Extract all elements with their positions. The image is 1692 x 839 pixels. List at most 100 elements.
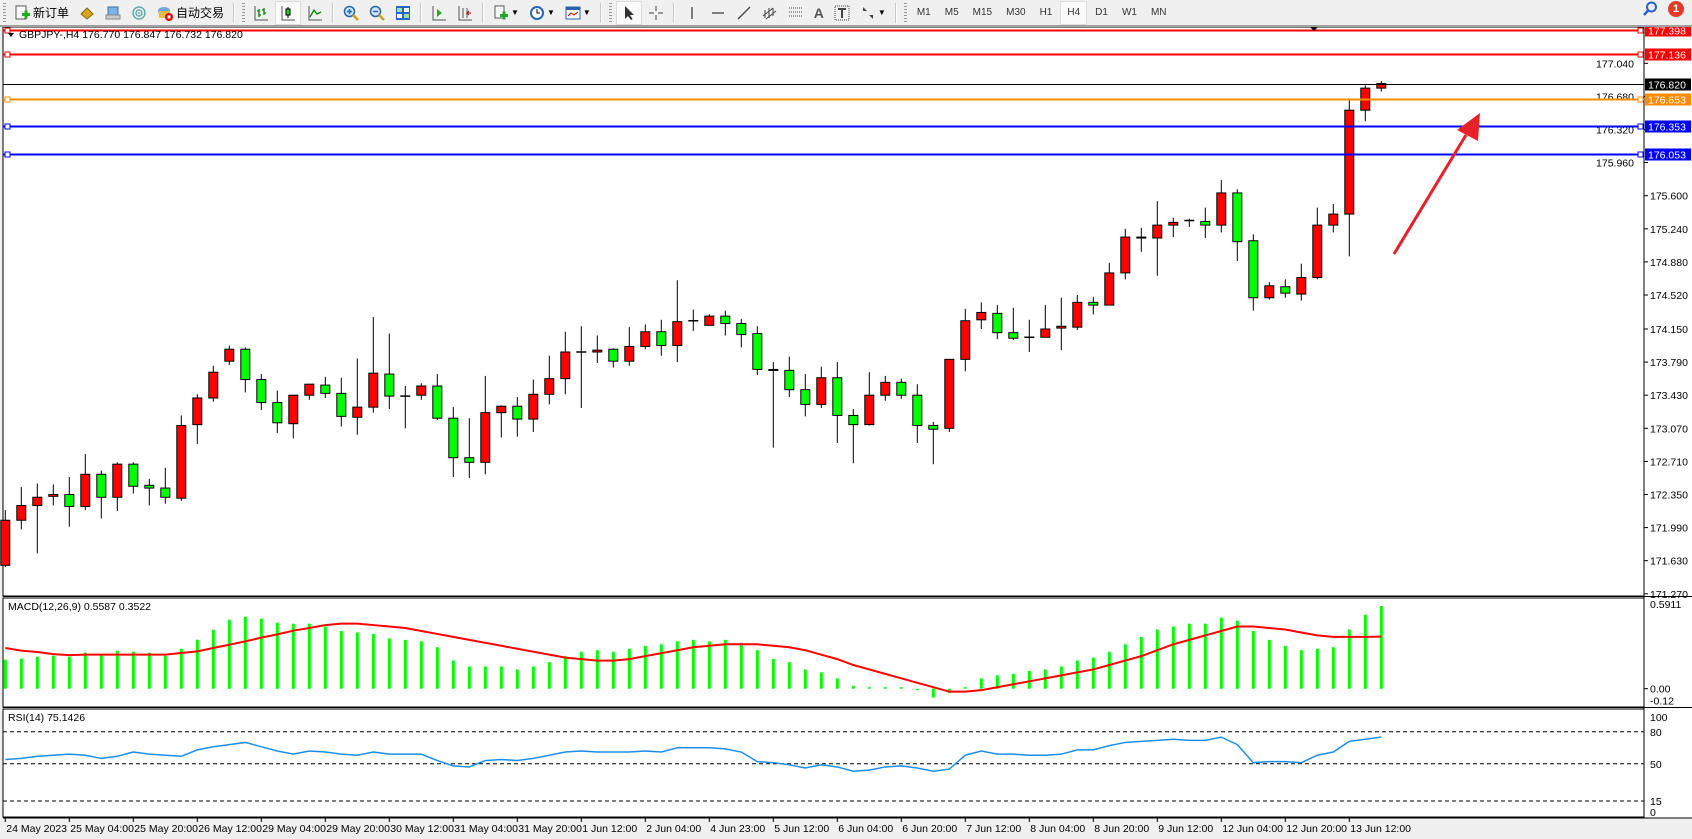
autoscroll-button[interactable] xyxy=(453,2,477,24)
toolbar-grip[interactable] xyxy=(903,2,907,23)
line-handle xyxy=(4,96,11,103)
period-m30[interactable]: M30 xyxy=(1006,7,1026,18)
candle xyxy=(1024,319,1035,352)
toolbar-separator xyxy=(599,2,602,23)
candle-body-down xyxy=(928,425,939,430)
candle xyxy=(1328,203,1339,233)
period-m15[interactable]: M15 xyxy=(972,7,993,18)
crosshair-button[interactable] xyxy=(644,2,668,24)
line-handle xyxy=(4,151,11,158)
candle-body-down xyxy=(240,348,251,381)
candle-body-down xyxy=(608,348,619,362)
candle xyxy=(592,335,603,364)
candle-body-down xyxy=(272,402,283,424)
candle-body-up xyxy=(624,345,635,362)
line-handle xyxy=(1637,51,1644,58)
candle-body-down xyxy=(336,392,347,417)
toolbar: 新订单 自动交易 ▼ ▼ ▼ A ▼ M1 M5 M15 M30 H1 H4 D1 W1 MN … xyxy=(0,0,1692,27)
candle-body-down xyxy=(656,331,667,347)
line-chart-button[interactable] xyxy=(303,2,327,24)
candle-body-up xyxy=(352,406,363,418)
candle xyxy=(336,377,347,427)
auto-trading-label: 自动交易 xyxy=(176,6,225,20)
time-tick-label: 4 Jun 23:00 xyxy=(710,823,765,835)
toolbar-separator xyxy=(332,2,335,23)
period-d1[interactable]: D1 xyxy=(1095,7,1108,18)
market-watch-button[interactable] xyxy=(75,2,99,24)
candle-body-down xyxy=(992,312,1003,334)
time-tick-label: 30 May 12:00 xyxy=(390,823,454,835)
candle-body-up xyxy=(0,519,11,566)
candle-body-up xyxy=(864,394,875,426)
period-h1[interactable]: H1 xyxy=(1039,7,1053,18)
collapse-triangle-icon xyxy=(8,33,14,37)
arrows-button[interactable]: ▼ xyxy=(856,2,890,24)
price-tag xyxy=(1645,120,1691,133)
candle xyxy=(224,345,235,365)
tile-windows-icon xyxy=(396,5,411,20)
candle xyxy=(96,470,107,519)
zoom-in-button[interactable] xyxy=(339,2,363,24)
candle xyxy=(1280,279,1291,298)
candle-body-down xyxy=(848,414,859,426)
time-tick-label: 7 Jun 12:00 xyxy=(966,823,1021,835)
price-tag-label: 176.353 xyxy=(1648,122,1686,134)
equidistant-channel-button[interactable] xyxy=(758,2,782,24)
price-tick-label: 173.790 xyxy=(1650,357,1688,369)
signals-button[interactable] xyxy=(127,2,151,24)
navigator-button[interactable] xyxy=(101,2,125,24)
toolbar-grip[interactable] xyxy=(608,2,612,23)
candle xyxy=(496,405,507,438)
cursor-icon xyxy=(624,5,634,20)
toolbar-grip[interactable] xyxy=(3,2,6,23)
horizontal-line-button[interactable] xyxy=(706,2,730,24)
period-w1[interactable]: W1 xyxy=(1121,7,1137,18)
trendline-button[interactable] xyxy=(732,2,756,24)
candle-body-up xyxy=(1296,277,1307,295)
candle-body-up xyxy=(176,425,187,499)
tile-windows-button[interactable] xyxy=(391,2,415,24)
candle-body-up xyxy=(880,381,891,396)
candle xyxy=(1296,263,1307,301)
candle-body-up xyxy=(1264,285,1275,299)
rsi-label: RSI(14) 75.1426 xyxy=(8,712,85,724)
fibonacci-button[interactable] xyxy=(784,2,808,24)
candle-body-up xyxy=(112,463,123,498)
candlestick-button[interactable] xyxy=(275,0,302,25)
macd-tick-label: -0.12 xyxy=(1650,696,1674,708)
zoom-in-icon xyxy=(343,5,359,21)
candle-body-down xyxy=(96,473,107,498)
bar-chart-button[interactable] xyxy=(249,2,273,24)
candle xyxy=(688,309,699,331)
candle xyxy=(912,384,923,444)
period-m5[interactable]: M5 xyxy=(944,7,959,18)
notification-badge[interactable]: 1 xyxy=(1668,1,1684,17)
period-h4[interactable]: H4 xyxy=(1060,0,1088,25)
text-button[interactable]: A xyxy=(810,2,828,24)
time-tick-label: 24 May 2023 xyxy=(6,823,67,835)
candle xyxy=(1376,81,1387,92)
toolbar-grip[interactable] xyxy=(242,2,246,23)
new-order-button[interactable]: 新订单 xyxy=(10,2,73,24)
candle-body-up xyxy=(1216,192,1227,226)
chevron-down-icon: ▼ xyxy=(877,8,886,17)
price-tick-label: 171.990 xyxy=(1650,523,1688,535)
periods-button[interactable]: ▼ xyxy=(525,2,559,24)
candle xyxy=(704,314,715,326)
period-m1[interactable]: M1 xyxy=(916,7,931,18)
candle xyxy=(0,510,11,568)
period-mn[interactable]: MN xyxy=(1150,7,1167,18)
text-label-button[interactable] xyxy=(830,2,854,24)
auto-trading-button[interactable]: 自动交易 xyxy=(153,2,228,24)
cursor-button[interactable] xyxy=(615,0,642,25)
indicators-button[interactable]: ▼ xyxy=(489,2,523,24)
vertical-line-button[interactable] xyxy=(680,2,704,24)
templates-button[interactable]: ▼ xyxy=(561,2,595,24)
zoom-out-button[interactable] xyxy=(365,2,389,24)
search-icon[interactable] xyxy=(1642,1,1658,17)
price-tick-label: 171.270 xyxy=(1650,589,1688,601)
chart-background xyxy=(3,27,1692,818)
candle xyxy=(752,326,763,375)
chart-shift-button[interactable] xyxy=(427,2,451,24)
